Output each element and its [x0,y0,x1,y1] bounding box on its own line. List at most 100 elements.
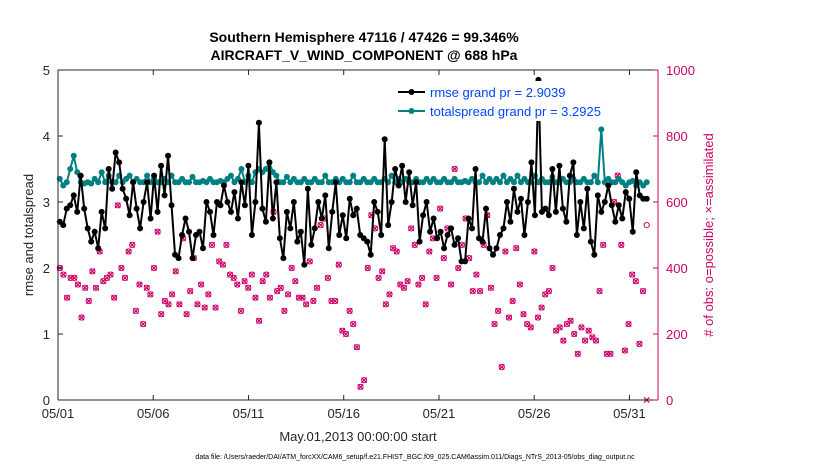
rmse-point [434,235,441,242]
obs-assimilated-point [404,278,411,285]
rmse-point [158,162,165,169]
rmse-point [381,136,388,143]
obs-possible-point [451,165,458,173]
rmse-point [626,195,633,202]
totalspread-point [262,166,269,172]
obs-assimilated-point [111,294,118,301]
obs-assimilated-point [408,225,415,232]
obs-assimilated-point [582,337,589,344]
obs-possible-point [129,241,136,248]
obs-possible-point [629,271,636,278]
obs-possible-point [226,271,234,278]
rmse-point [283,208,290,215]
rmse-point [154,208,161,215]
obs-assimilated-point [455,264,462,272]
obs-possible-point [639,288,647,295]
y2-axis-label: # of obs: o=possible; ×=assimilated [701,133,716,336]
y2-tick-label: 600 [666,195,688,210]
x-tick-label: 05/16 [327,406,360,421]
rmse-point [430,215,437,222]
obs-possible-point [364,264,371,272]
obs-possible-point [350,321,357,328]
obs-possible-point [538,304,545,311]
obs-possible-point [491,321,498,328]
rmse-point [542,205,549,212]
obs-assimilated-point [382,301,389,308]
rmse-point [77,172,84,179]
rmse-point [416,238,423,245]
rmse-point [189,255,196,262]
obs-possible-point [574,350,581,357]
obs-possible-point [71,274,78,281]
obs-assimilated-point [437,205,444,212]
rmse-point [95,245,102,252]
rmse-point [81,205,88,212]
legend-marker-spread [408,108,415,114]
obs-possible-point [600,241,607,248]
obs-assimilated-point [201,304,208,311]
rmse-point [255,119,262,126]
totalspread-point [248,179,255,186]
obs-possible-point [393,248,400,255]
obs-possible-point [85,297,92,305]
obs-assimilated-point [585,327,592,334]
rmse-point [343,235,350,242]
rmse-point [217,202,224,209]
obs-assimilated-point [567,317,574,324]
obs-possible-point [531,248,538,255]
rmse-point [444,232,451,238]
totalspread-point [273,172,280,179]
obs-possible-point [292,278,299,285]
rmse-point [165,152,172,159]
obs-assimilated-point [592,337,599,344]
obs-possible-point [621,347,629,354]
rmse-point [643,195,650,202]
obs-assimilated-point [169,291,176,298]
rmse-point [231,189,238,196]
rmse-point [573,232,580,238]
obs-assimilated-point [491,321,498,328]
rmse-point [105,166,112,172]
obs-possible-point [585,327,592,334]
obs-possible-point [379,268,386,275]
rmse-point [500,225,507,232]
obs-possible-point [473,271,480,278]
footnote: data file: /Users/raeder/DAI/ATM_forcXX/… [195,454,635,461]
obs-assimilated-point [121,274,129,281]
totalspread-point [629,177,636,184]
obs-assimilated-point [324,274,331,281]
obs-possible-point [255,317,263,324]
obs-assimilated-point [505,314,513,321]
totalspread-point [144,172,151,179]
obs-assimilated-point [212,304,219,311]
obs-assimilated-point [502,248,509,255]
obs-possible-point [176,301,183,308]
obs-possible-point [187,288,194,295]
obs-assimilated-point [64,294,71,301]
obs-possible-point [154,228,161,235]
obs-assimilated-point [198,281,205,288]
rmse-point [123,195,130,202]
rmse-point [514,208,521,215]
obs-possible-point [440,255,447,262]
obs-assimilated-point [223,241,230,248]
totalspread-point [350,172,357,179]
obs-assimilated-point [310,297,317,305]
obs-assimilated-point [205,291,212,298]
rmse-point [297,228,304,235]
rmse-point [587,238,594,245]
rmse-point [367,251,374,258]
totalspread-point [98,169,105,176]
obs-assimilated-point [187,288,194,295]
rmse-point [84,225,91,232]
totalspread-point [388,172,395,179]
rmse-point [248,232,255,238]
obs-assimilated-point [158,311,165,318]
rmse-point [74,208,81,215]
obs-possible-point [121,274,129,281]
totalspread-point [227,172,234,179]
obs-assimilated-point [578,324,585,331]
obs-assimilated-point [531,248,538,255]
y-tick-label: 4 [43,129,50,144]
